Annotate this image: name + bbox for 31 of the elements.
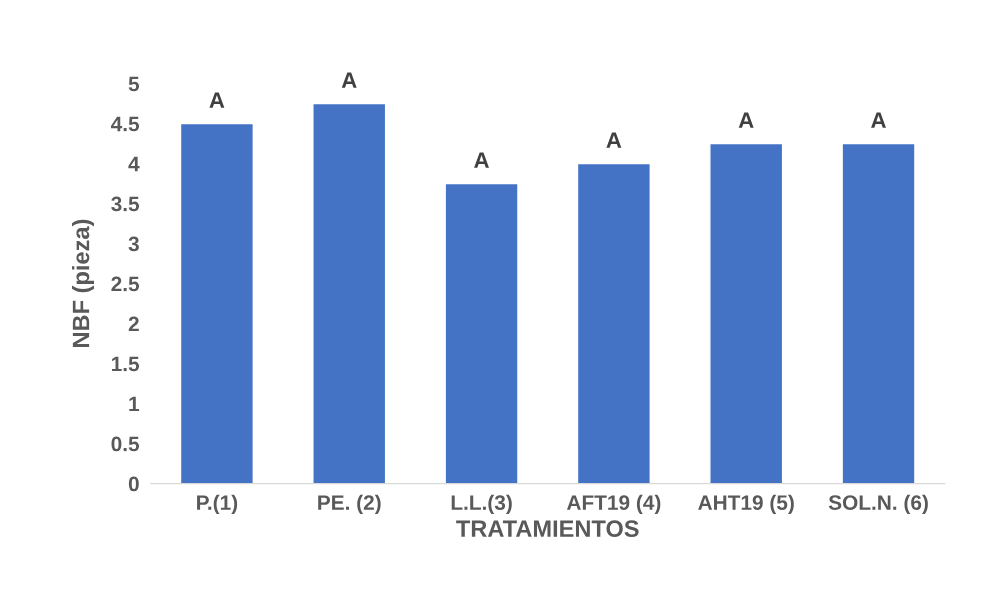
y-tick-label: 2.5: [111, 276, 140, 292]
y-tick-label: 0: [128, 476, 139, 492]
y-tick-label: 4.5: [111, 116, 140, 132]
annotation: A: [474, 152, 489, 168]
annotation: A: [341, 72, 357, 88]
x-tick-label: AHT19 (5): [698, 494, 794, 515]
x-tick-label: L.L.(3): [451, 494, 512, 515]
bar: [312, 102, 387, 484]
x-axis-title: TRATAMIENTOS: [456, 520, 639, 537]
x-tick-label: SOL.N. (6): [828, 494, 928, 515]
bar: [841, 142, 916, 484]
bar: [179, 122, 254, 484]
y-tick-label: 1.5: [111, 356, 140, 372]
y-tick-label: 3: [128, 236, 139, 252]
x-tick-label: AFT19 (4): [566, 494, 661, 515]
annotation: A: [209, 92, 225, 108]
y-tick-label: 4: [128, 156, 140, 172]
annotation: A: [606, 132, 622, 148]
bar: [444, 182, 519, 484]
bar: [709, 142, 784, 484]
x-tick-label: PE. (2): [318, 494, 381, 515]
y-tick-label: 3.5: [111, 196, 140, 212]
annotation: A: [871, 112, 886, 128]
y-tick-label: 1: [129, 396, 140, 412]
x-tick-label: P.(1): [197, 494, 238, 515]
y-tick-label: 2: [128, 316, 139, 332]
annotation: A: [738, 112, 754, 128]
y-axis-title: NBF (pieza): [72, 219, 95, 347]
bar: [576, 162, 651, 484]
y-tick-label: 5: [128, 76, 140, 92]
y-tick-label: 0.5: [111, 436, 140, 452]
